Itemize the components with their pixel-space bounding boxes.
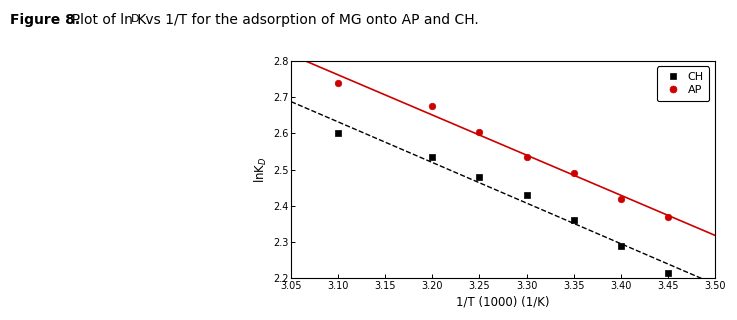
Point — [567, 171, 579, 176]
Text: Figure 8.: Figure 8. — [10, 13, 80, 27]
Point — [662, 270, 674, 276]
Point — [332, 80, 344, 85]
X-axis label: 1/T (1000) (1/K): 1/T (1000) (1/K) — [456, 295, 550, 308]
Point — [427, 104, 439, 109]
Point — [474, 174, 486, 180]
Point — [662, 214, 674, 219]
Y-axis label: lnK$_D$: lnK$_D$ — [253, 156, 269, 183]
Point — [615, 196, 626, 201]
Point — [332, 131, 344, 136]
Point — [567, 218, 579, 223]
Point — [615, 243, 626, 248]
Point — [427, 154, 439, 159]
Point — [474, 129, 486, 134]
Text: vs 1/T for the adsorption of MG onto AP and CH.: vs 1/T for the adsorption of MG onto AP … — [141, 13, 478, 27]
Legend: CH, AP: CH, AP — [657, 66, 709, 101]
Point — [520, 192, 532, 197]
Point — [520, 154, 532, 159]
Text: Plot of ln K: Plot of ln K — [63, 13, 146, 27]
Text: D: D — [131, 14, 140, 24]
